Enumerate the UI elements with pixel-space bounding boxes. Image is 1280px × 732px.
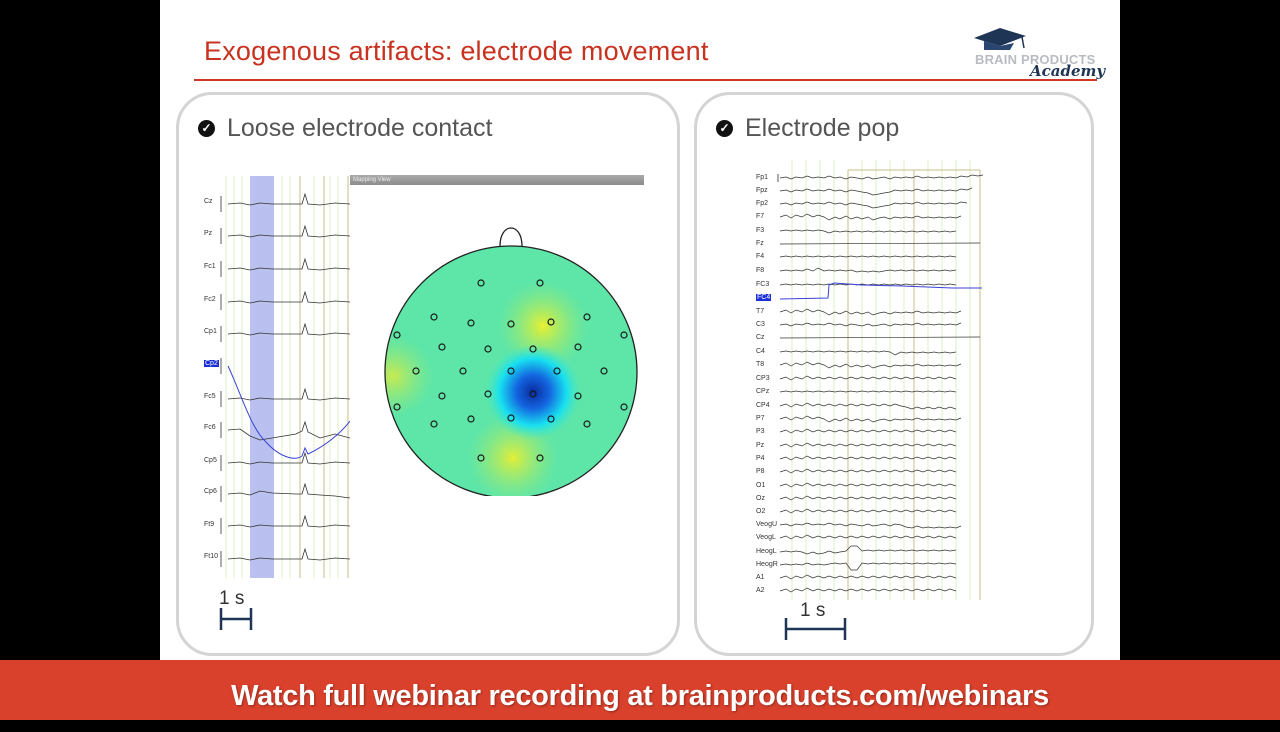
channel-label[interactable]: FC3	[756, 281, 770, 288]
channel-label[interactable]: CP3	[756, 375, 770, 382]
channel-label[interactable]: P3	[756, 428, 765, 435]
channel-label[interactable]: A1	[756, 574, 765, 581]
channel-label[interactable]: F4	[756, 253, 765, 260]
logo-brand-text: BRAIN PRODUCTS	[975, 52, 1096, 67]
channel-label[interactable]: C4	[756, 348, 765, 355]
channel-label[interactable]: Ft10	[204, 553, 219, 560]
channel-label[interactable]: Fpz	[756, 187, 768, 194]
channel-label[interactable]: HeogR	[756, 561, 778, 568]
channel-label[interactable]: P8	[756, 468, 765, 475]
channel-label[interactable]: Ft9	[204, 521, 215, 528]
eeg-view-loose-contact[interactable]: Cz Pz Fc1 Fc2 Cp1 Cp2 Fc5 Fc6 Cp5 Cp6 Ft…	[200, 176, 351, 578]
topographic-head-map	[384, 227, 638, 496]
channel-label[interactable]: CPz	[756, 388, 770, 395]
scale-bracket-icon	[784, 618, 847, 640]
channel-label[interactable]: CP4	[756, 402, 770, 409]
channel-label[interactable]: C3	[756, 321, 765, 328]
webinar-banner: Watch full webinar recording at brainpro…	[0, 660, 1280, 720]
channel-label-selected[interactable]: Cp2	[204, 360, 219, 367]
eeg-traces-left	[220, 176, 351, 578]
title-divider	[194, 79, 1097, 81]
channel-label[interactable]: Cz	[756, 334, 765, 341]
scale-label: 1 s	[800, 600, 826, 621]
left-heading-text: Loose electrode contact	[227, 114, 493, 142]
channel-label[interactable]: Cp1	[204, 328, 217, 335]
channel-label[interactable]: O1	[756, 482, 766, 489]
channel-label[interactable]: Pz	[756, 442, 765, 449]
channel-label[interactable]: F7	[756, 213, 765, 220]
channel-label[interactable]: A2	[756, 587, 765, 594]
logo-academy-text: Academy	[1030, 62, 1106, 80]
channel-label-selected[interactable]: FC4	[756, 294, 772, 301]
channel-label[interactable]: HeogL	[756, 548, 777, 555]
brain-products-academy-logo: BRAIN PRODUCTS Academy	[960, 24, 1105, 80]
right-heading-text: Electrode pop	[745, 114, 900, 142]
eeg-traces-right	[777, 160, 984, 600]
channel-label[interactable]: Fz	[756, 240, 764, 247]
scale-label: 1 s	[219, 588, 245, 609]
slide-title: Exogenous artifacts: electrode movement	[204, 36, 709, 66]
channel-label[interactable]: Oz	[756, 495, 765, 502]
scale-bracket-icon	[219, 608, 253, 630]
channel-label[interactable]: Fc2	[204, 296, 216, 303]
channel-label[interactable]: O2	[756, 508, 766, 515]
channel-label[interactable]: Fc5	[204, 393, 216, 400]
time-scale-bar-left: 1 s	[219, 588, 255, 632]
channel-label[interactable]: Fc1	[204, 263, 216, 270]
graduation-cap-icon	[974, 28, 1026, 50]
check-circle-icon: ✓	[198, 120, 215, 137]
channel-label[interactable]: VeogL	[756, 534, 776, 541]
left-panel-heading: ✓ Loose electrode contact	[198, 114, 492, 143]
channel-label[interactable]: F3	[756, 227, 765, 234]
channel-label[interactable]: VeogU	[756, 521, 778, 528]
channel-label[interactable]: P7	[756, 415, 765, 422]
time-scale-bar-right: 1 s	[784, 600, 848, 644]
check-circle-icon: ✓	[716, 120, 733, 137]
channel-label[interactable]: P4	[756, 455, 765, 462]
channel-label[interactable]: T8	[756, 361, 765, 368]
channel-label[interactable]: F8	[756, 267, 765, 274]
channel-label[interactable]: T7	[756, 308, 765, 315]
eeg-view-electrode-pop[interactable]: Fp1 Fpz Fp2 F7 F3 Fz F4 F8 FC3 FC4 T7 C3…	[752, 160, 984, 600]
channel-label[interactable]: Cz	[204, 198, 213, 205]
channel-label[interactable]: Fp2	[756, 200, 769, 207]
channel-label[interactable]: Pz	[204, 230, 213, 237]
right-panel-heading: ✓ Electrode pop	[716, 114, 899, 143]
channel-label[interactable]: Cp6	[204, 488, 217, 495]
banner-text: Watch full webinar recording at brainpro…	[231, 680, 1049, 712]
channel-label[interactable]: Cp5	[204, 457, 217, 464]
channel-label[interactable]: Fp1	[756, 174, 769, 181]
channel-label[interactable]: Fc6	[204, 424, 216, 431]
mapping-view-titlebar[interactable]: Mapping View	[350, 175, 644, 185]
